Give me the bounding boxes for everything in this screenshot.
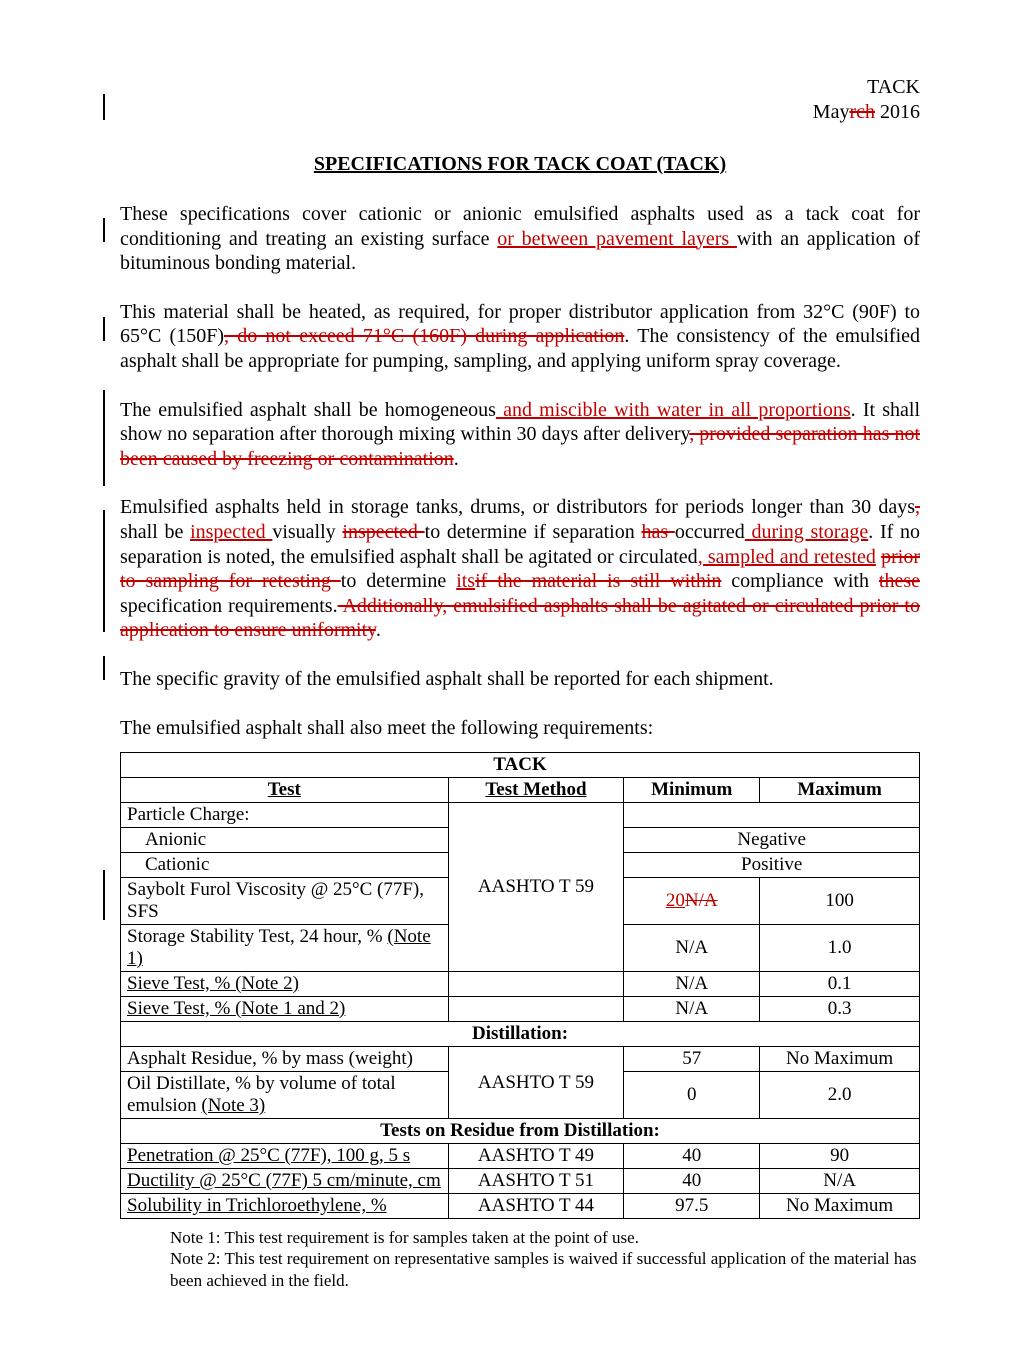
cell: AASHTO T 44 bbox=[448, 1194, 624, 1219]
revision-mark bbox=[103, 656, 105, 680]
table-title: TACK bbox=[121, 753, 920, 778]
paragraph-4: Emulsified asphalts held in storage tank… bbox=[120, 495, 920, 643]
cell: N/A bbox=[760, 1169, 920, 1194]
paragraph-3: The emulsified asphalt shall be homogene… bbox=[120, 398, 920, 472]
cell: AASHTO T 49 bbox=[448, 1144, 624, 1169]
cell: Asphalt Residue, % by mass (weight) bbox=[121, 1047, 449, 1072]
cell: 2.0 bbox=[760, 1072, 920, 1119]
table-row: Ductility @ 25°C (77F) 5 cm/minute, cm A… bbox=[121, 1169, 920, 1194]
cell: N/A bbox=[624, 972, 760, 997]
cell: Positive bbox=[624, 853, 920, 878]
revision-mark bbox=[103, 390, 105, 486]
col-method: Test Method bbox=[448, 778, 624, 803]
table-row: Sieve Test, % (Note 1 and 2) N/A 0.3 bbox=[121, 997, 920, 1022]
table-row: Distillation: bbox=[121, 1022, 920, 1047]
table-row: Penetration @ 25°C (77F), 100 g, 5 s AAS… bbox=[121, 1144, 920, 1169]
paragraph-5: The specific gravity of the emulsified a… bbox=[120, 667, 920, 692]
cell: 40 bbox=[624, 1144, 760, 1169]
cell: Anionic bbox=[121, 828, 449, 853]
cell bbox=[448, 972, 624, 997]
revision-mark bbox=[103, 94, 105, 120]
cell: No Maximum bbox=[760, 1047, 920, 1072]
notes: Note 1: This test requirement is for sam… bbox=[170, 1227, 920, 1291]
header-date: Mayrch 2016 bbox=[120, 100, 920, 125]
cell: Penetration @ 25°C (77F), 100 g, 5 s bbox=[121, 1144, 449, 1169]
page-header: TACK Mayrch 2016 bbox=[120, 75, 920, 125]
cell: Storage Stability Test, 24 hour, % (Note… bbox=[121, 925, 449, 972]
cell: Particle Charge: bbox=[121, 803, 449, 828]
cell: No Maximum bbox=[760, 1194, 920, 1219]
cell: AASHTO T 59 bbox=[448, 1047, 624, 1119]
revision-mark bbox=[103, 510, 105, 632]
col-min: Minimum bbox=[624, 778, 760, 803]
table-row: Particle Charge: AASHTO T 59 bbox=[121, 803, 920, 828]
cell: 100 bbox=[760, 878, 920, 925]
cell: Saybolt Furol Viscosity @ 25°C (77F), SF… bbox=[121, 878, 449, 925]
cell: 0 bbox=[624, 1072, 760, 1119]
table-row: TACK bbox=[121, 753, 920, 778]
revision-mark bbox=[103, 870, 105, 920]
cell: 1.0 bbox=[760, 925, 920, 972]
header-code: TACK bbox=[120, 75, 920, 100]
revision-mark bbox=[103, 317, 105, 341]
cell: Cationic bbox=[121, 853, 449, 878]
cell: 90 bbox=[760, 1144, 920, 1169]
cell bbox=[624, 803, 920, 828]
cell: 0.1 bbox=[760, 972, 920, 997]
paragraph-1: These specifications cover cationic or a… bbox=[120, 202, 920, 276]
revision-mark bbox=[103, 218, 105, 242]
cell: N/A bbox=[624, 997, 760, 1022]
cell: 40 bbox=[624, 1169, 760, 1194]
table-row: Test Test Method Minimum Maximum bbox=[121, 778, 920, 803]
cell: AASHTO T 51 bbox=[448, 1169, 624, 1194]
cell: AASHTO T 59 bbox=[448, 803, 624, 972]
subheader: Tests on Residue from Distillation: bbox=[121, 1119, 920, 1144]
cell: 0.3 bbox=[760, 997, 920, 1022]
paragraph-2: This material shall be heated, as requir… bbox=[120, 300, 920, 374]
table-row: Sieve Test, % (Note 2) N/A 0.1 bbox=[121, 972, 920, 997]
col-max: Maximum bbox=[760, 778, 920, 803]
table-row: Solubility in Trichloroethylene, % AASHT… bbox=[121, 1194, 920, 1219]
cell: 97.5 bbox=[624, 1194, 760, 1219]
cell: Ductility @ 25°C (77F) 5 cm/minute, cm bbox=[121, 1169, 449, 1194]
subheader: Distillation: bbox=[121, 1022, 920, 1047]
spec-table: TACK Test Test Method Minimum Maximum Pa… bbox=[120, 752, 920, 1219]
cell: Sieve Test, % (Note 1 and 2) bbox=[121, 997, 449, 1022]
cell: Sieve Test, % (Note 2) bbox=[121, 972, 449, 997]
document-title: SPECIFICATIONS FOR TACK COAT (TACK) bbox=[120, 153, 920, 176]
cell: 20N/A bbox=[624, 878, 760, 925]
note-2: Note 2: This test requirement on represe… bbox=[170, 1248, 920, 1291]
cell: 57 bbox=[624, 1047, 760, 1072]
table-row: Tests on Residue from Distillation: bbox=[121, 1119, 920, 1144]
cell: Solubility in Trichloroethylene, % bbox=[121, 1194, 449, 1219]
paragraph-6: The emulsified asphalt shall also meet t… bbox=[120, 716, 920, 741]
cell: Oil Distillate, % by volume of total emu… bbox=[121, 1072, 449, 1119]
cell: N/A bbox=[624, 925, 760, 972]
col-test: Test bbox=[121, 778, 449, 803]
table-row: Asphalt Residue, % by mass (weight) AASH… bbox=[121, 1047, 920, 1072]
cell: Negative bbox=[624, 828, 920, 853]
note-1: Note 1: This test requirement is for sam… bbox=[170, 1227, 920, 1248]
cell bbox=[448, 997, 624, 1022]
